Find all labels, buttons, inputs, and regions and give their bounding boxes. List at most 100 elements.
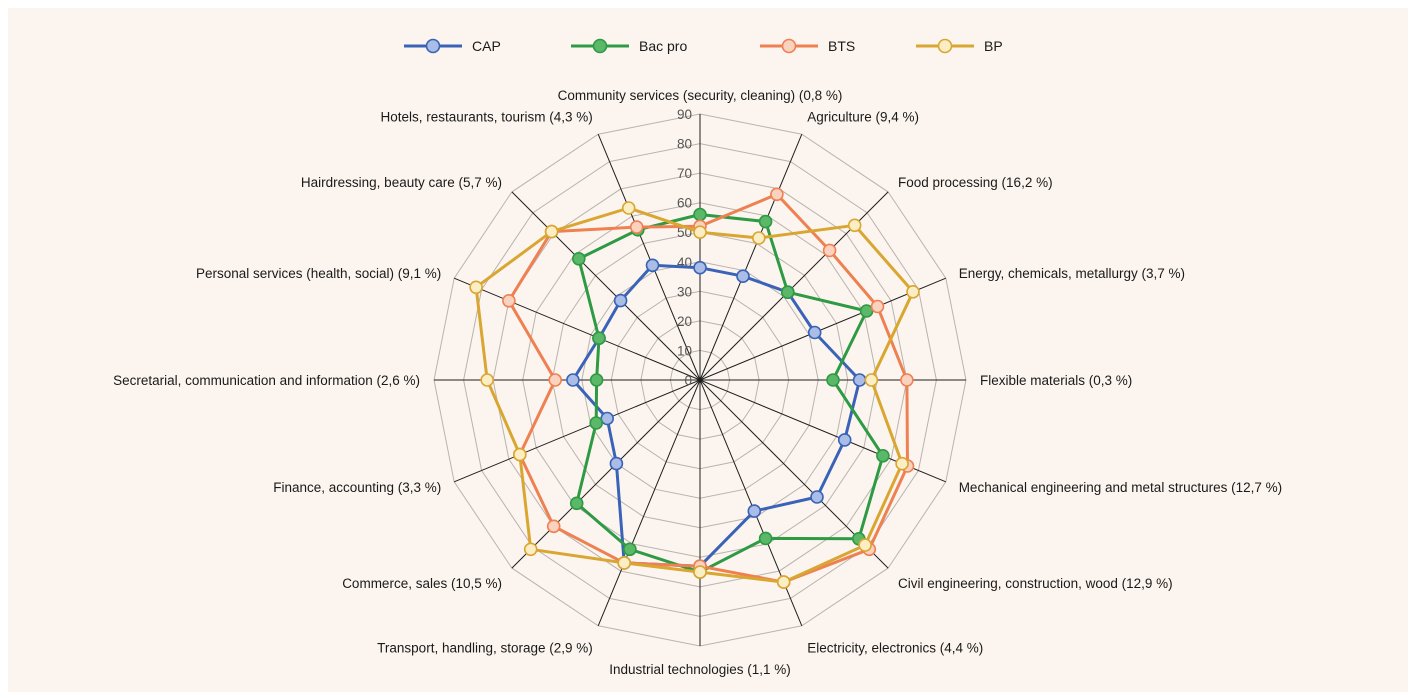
legend-label: CAP xyxy=(472,38,501,54)
legend-marker xyxy=(937,38,953,54)
data-point xyxy=(621,201,636,215)
data-point xyxy=(693,260,707,275)
data-point xyxy=(613,293,628,308)
data-point xyxy=(544,224,559,239)
legend-item: Bac pro xyxy=(571,38,687,54)
data-point xyxy=(826,373,840,387)
category-labels: Community services (security, cleaning) … xyxy=(113,88,1282,677)
category-label: Commerce, sales (10,5 %) xyxy=(342,576,502,591)
data-point xyxy=(693,225,707,239)
category-label: Food processing (16,2 %) xyxy=(898,175,1053,190)
category-label: Personal services (health, social) (9,1 … xyxy=(196,266,441,281)
radar-grid xyxy=(433,113,967,647)
data-point xyxy=(600,411,615,426)
data-point xyxy=(736,269,750,284)
data-point xyxy=(870,299,885,314)
data-point xyxy=(780,285,795,300)
data-point xyxy=(609,456,624,471)
data-point xyxy=(876,448,890,463)
data-point xyxy=(847,218,862,233)
axis-spoke xyxy=(511,191,701,381)
data-point xyxy=(480,373,495,387)
data-point xyxy=(592,331,606,346)
tick-label: 80 xyxy=(677,137,692,152)
data-point xyxy=(906,284,920,299)
data-point xyxy=(629,220,644,234)
legend-item: BP xyxy=(916,38,1003,54)
category-label: Mechanical engineering and metal structu… xyxy=(959,480,1282,495)
data-point xyxy=(546,519,561,534)
data-point xyxy=(617,556,632,570)
legend-label: BTS xyxy=(828,38,855,54)
legend-item: BTS xyxy=(760,38,855,54)
data-point xyxy=(512,447,527,462)
axis-spoke xyxy=(511,379,701,569)
tick-label: 30 xyxy=(677,284,692,299)
tick-label: 60 xyxy=(677,196,692,211)
series-line xyxy=(571,263,862,568)
tick-label: 10 xyxy=(677,343,692,358)
data-point xyxy=(747,504,762,518)
data-point xyxy=(770,187,784,202)
data-point xyxy=(502,293,516,308)
legend-marker xyxy=(425,38,441,54)
axis-spoke xyxy=(699,134,803,381)
series-layer xyxy=(469,187,920,589)
data-point xyxy=(523,542,538,557)
data-point xyxy=(807,325,822,340)
data-point xyxy=(693,207,707,222)
legend-marker xyxy=(781,38,797,54)
tick-label: 20 xyxy=(677,314,692,329)
axis-spoke xyxy=(597,134,701,381)
category-label: Civil engineering, construction, wood (1… xyxy=(898,576,1173,591)
category-label: Community services (security, cleaning) … xyxy=(558,88,843,103)
data-point xyxy=(548,373,563,387)
data-point xyxy=(623,542,637,557)
category-label: Electricity, electronics (4,4 %) xyxy=(807,641,983,656)
tick-label: 0 xyxy=(684,373,692,388)
data-point xyxy=(758,531,773,546)
data-point xyxy=(589,373,604,387)
data-point xyxy=(852,373,867,387)
data-point xyxy=(566,373,580,387)
chart-panel: CAP Bac pro BTS BP 0 10 20 30 40 50 60 70 80 90 Comm… xyxy=(8,8,1408,692)
axis-spoke xyxy=(454,277,701,381)
category-label: Hairdressing, beauty care (5,7 %) xyxy=(301,175,502,190)
series-cap xyxy=(566,258,867,574)
category-label: Energy, chemicals, metallurgy (3,7 %) xyxy=(959,266,1185,281)
category-label: Industrial technologies (1,1 %) xyxy=(609,662,791,677)
data-point xyxy=(900,373,914,387)
data-point xyxy=(895,456,909,471)
category-label: Hotels, restaurants, tourism (4,3 %) xyxy=(380,109,592,124)
data-point xyxy=(864,373,879,387)
data-point xyxy=(858,538,872,552)
category-label: Finance, accounting (3,3 %) xyxy=(273,480,441,495)
data-point xyxy=(571,252,586,266)
category-label: Transport, handling, storage (2,9 %) xyxy=(377,641,593,656)
data-point xyxy=(569,496,584,511)
data-point xyxy=(469,280,483,295)
axis-spoke xyxy=(454,379,701,483)
data-point xyxy=(645,258,660,273)
data-point xyxy=(751,231,766,245)
data-point xyxy=(837,433,852,447)
legend-marker xyxy=(592,38,608,54)
data-point xyxy=(693,565,707,579)
legend: CAP Bac pro BTS BP xyxy=(404,38,1003,54)
series-bp xyxy=(469,201,920,589)
data-point xyxy=(810,490,824,504)
axis-spoke xyxy=(699,277,946,381)
data-point xyxy=(589,416,604,430)
category-label: Agriculture (9,4 %) xyxy=(807,109,919,124)
data-point xyxy=(758,214,773,229)
category-label: Secretarial, communication and informati… xyxy=(113,373,420,388)
category-label: Flexible materials (0,3 %) xyxy=(980,373,1132,388)
tick-label: 90 xyxy=(677,107,692,122)
data-point xyxy=(822,243,837,258)
data-point xyxy=(776,575,791,589)
legend-label: BP xyxy=(984,38,1003,54)
legend-label: Bac pro xyxy=(639,38,687,54)
axis-spoke xyxy=(597,379,701,626)
